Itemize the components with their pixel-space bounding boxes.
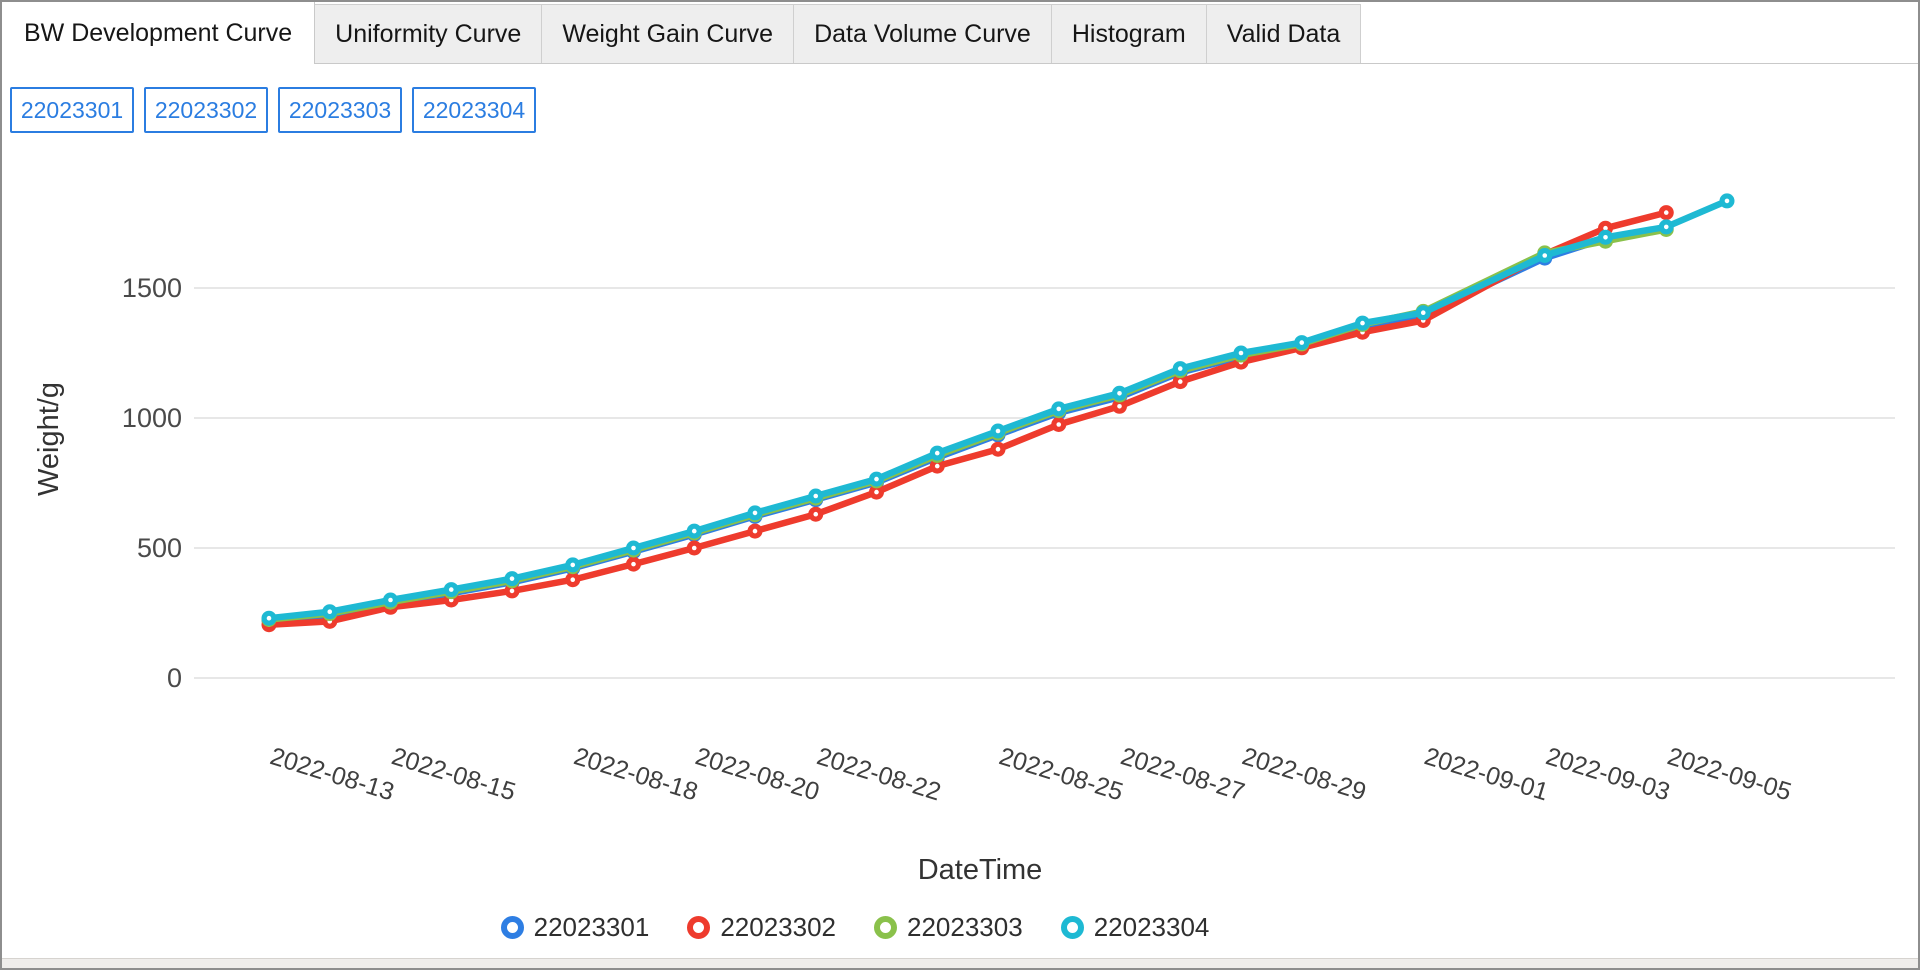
y-tick-label: 500	[137, 533, 182, 563]
x-tick-label: 2022-08-20	[692, 742, 822, 806]
tab-valid-data[interactable]: Valid Data	[1206, 4, 1362, 63]
device-button-22023304[interactable]: 22023304	[412, 87, 536, 133]
x-tick-label: 2022-08-29	[1239, 742, 1369, 806]
y-tick-label: 1000	[122, 403, 182, 433]
data-point-center	[1299, 340, 1305, 345]
data-point-center	[1117, 391, 1122, 396]
chart-legend: 22023301 22023302 22023303 22023304	[2, 905, 1708, 949]
data-point-center	[1056, 406, 1062, 412]
data-point-center	[934, 450, 940, 456]
data-point-center	[1542, 253, 1548, 258]
tab-histogram[interactable]: Histogram	[1051, 4, 1207, 63]
x-tick-label: 2022-08-27	[1117, 742, 1247, 806]
y-tick-label: 0	[167, 663, 182, 693]
data-point-center	[1663, 210, 1669, 215]
device-button-22023301[interactable]: 22023301	[10, 87, 134, 133]
legend-ring-icon	[687, 915, 711, 939]
tab-uniformity-curve[interactable]: Uniformity Curve	[315, 4, 543, 63]
legend-item-22023301[interactable]: 22023301	[500, 911, 650, 943]
tab-bw-development-curve[interactable]: BW Development Curve	[2, 2, 316, 64]
data-point-center	[1056, 422, 1062, 427]
device-button-22023302[interactable]: 22023302	[144, 87, 268, 133]
window-bottom-edge	[2, 958, 1918, 968]
data-point-center	[509, 576, 515, 581]
data-point-center	[1177, 379, 1183, 384]
data-point-center	[813, 511, 819, 517]
data-point-center	[631, 545, 636, 551]
data-point-center	[995, 428, 1001, 434]
data-point-center	[1724, 198, 1730, 204]
x-tick-label: 2022-08-25	[996, 742, 1126, 806]
data-point-center	[691, 545, 697, 551]
data-point-center	[570, 577, 576, 583]
y-axis-title: Weight/g	[33, 382, 65, 496]
device-button-row: 22023301 22023302 22023303 22023304	[10, 87, 536, 133]
series-line-22023304	[265, 197, 1731, 622]
data-point-center	[752, 510, 758, 516]
data-point-center	[874, 476, 879, 482]
data-point-center	[1360, 320, 1365, 326]
tab-weight-gain-curve[interactable]: Weight Gain Curve	[542, 4, 795, 63]
data-point-center	[874, 489, 879, 495]
legend-item-22023304[interactable]: 22023304	[1060, 911, 1210, 943]
x-tick-label: 2022-09-03	[1543, 742, 1673, 806]
device-button-22023303[interactable]: 22023303	[278, 87, 402, 133]
legend-item-22023302[interactable]: 22023302	[687, 912, 836, 943]
legend-ring-icon	[1060, 915, 1084, 939]
data-point-center	[448, 587, 454, 592]
legend-label: 22023304	[1093, 911, 1210, 942]
data-point-center	[813, 493, 819, 499]
data-point-center	[1603, 225, 1608, 231]
data-point-center	[570, 562, 576, 568]
data-point-center	[752, 528, 758, 534]
y-tick-label: 1500	[122, 273, 182, 303]
x-tick-label: 2022-08-13	[267, 742, 397, 806]
legend-item-22023303[interactable]: 22023303	[874, 912, 1023, 943]
legend-label: 22023302	[720, 911, 836, 942]
legend-label: 22023303	[907, 911, 1023, 942]
series-line-22023301	[265, 235, 1609, 624]
x-tick-label: 2022-09-01	[1421, 742, 1551, 806]
data-point-center	[631, 561, 636, 567]
data-point-center	[1420, 310, 1426, 316]
legend-ring-icon	[874, 915, 897, 939]
data-point-center	[327, 609, 333, 614]
data-point-center	[1117, 404, 1122, 409]
data-point-center	[934, 463, 940, 469]
legend-ring-icon	[500, 915, 524, 939]
tab-data-volume-curve[interactable]: Data Volume Curve	[794, 4, 1052, 63]
data-point-center	[1177, 366, 1183, 371]
data-point-center	[388, 597, 393, 603]
data-point-center	[1663, 224, 1669, 230]
x-tick-label: 2022-08-15	[388, 742, 518, 806]
data-point-center	[691, 528, 697, 534]
legend-label: 22023301	[533, 911, 650, 942]
x-tick-label: 2022-08-18	[571, 742, 701, 806]
data-point-center	[995, 446, 1001, 452]
x-tick-label: 2022-09-05	[1664, 742, 1794, 806]
tab-bar: BW Development Curve Uniformity Curve We…	[2, 2, 1918, 64]
x-axis-title: DateTime	[917, 854, 1043, 886]
data-point-center	[509, 588, 515, 594]
data-point-center	[1603, 235, 1608, 240]
x-tick-label: 2022-08-22	[814, 742, 944, 806]
data-point-center	[1238, 350, 1244, 356]
data-point-center	[266, 615, 272, 621]
